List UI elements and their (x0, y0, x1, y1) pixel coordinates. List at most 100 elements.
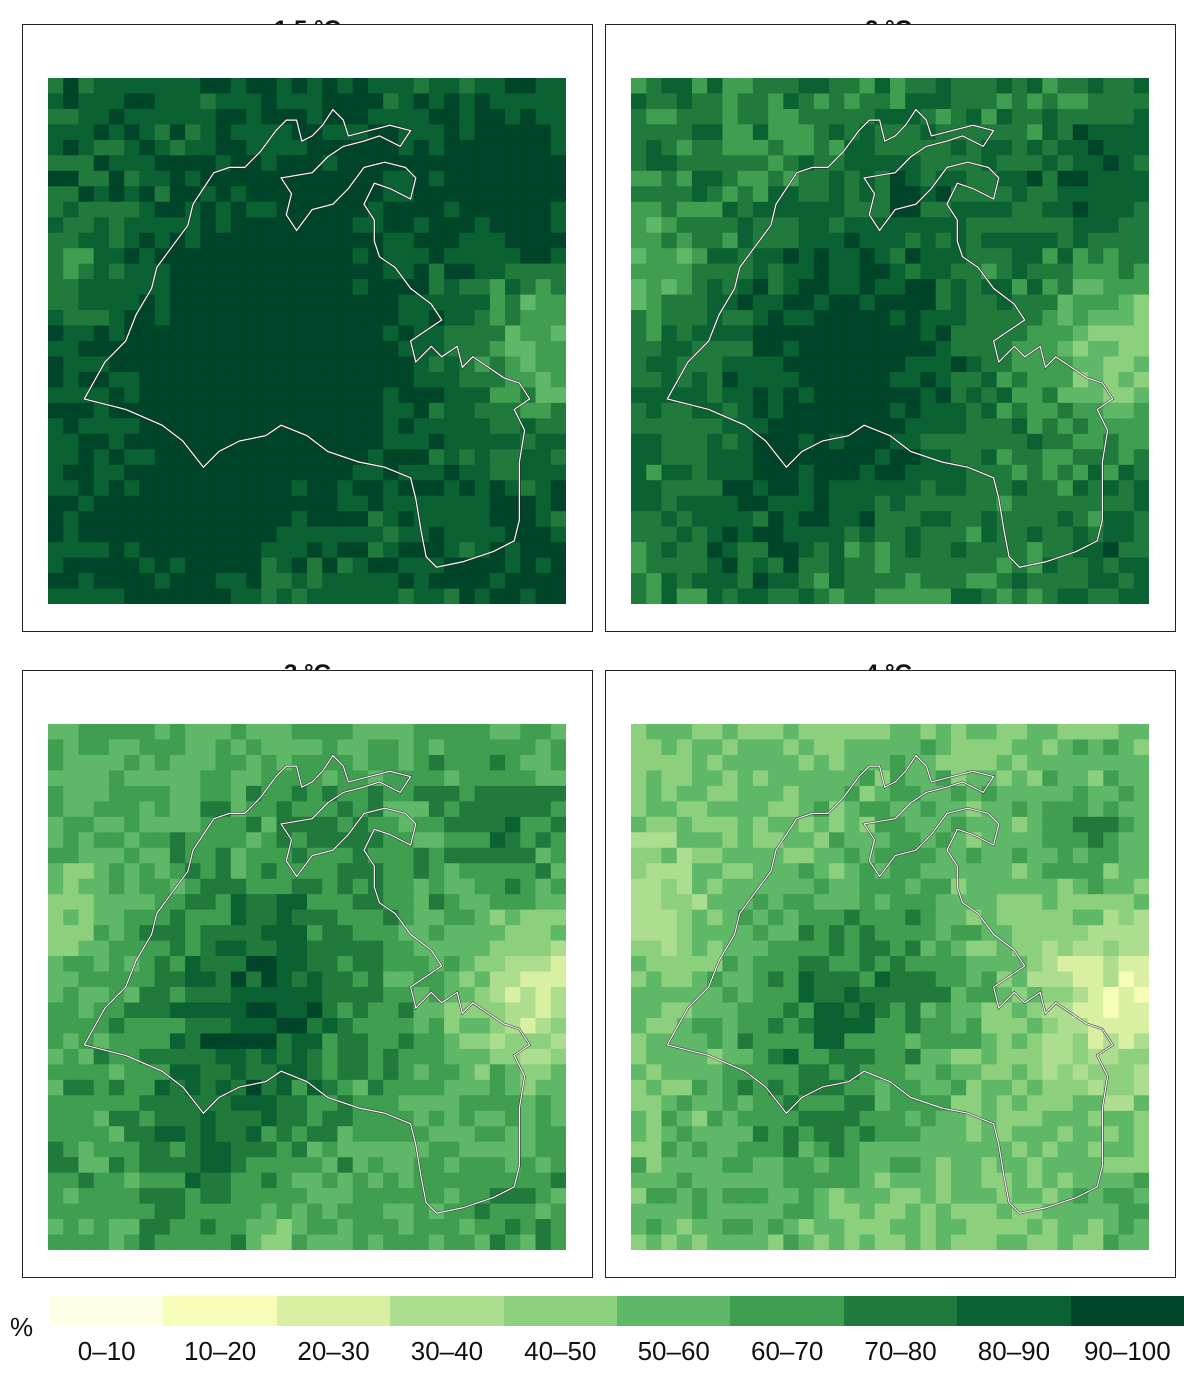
grid-cell (996, 925, 1013, 942)
grid-cell (631, 356, 647, 373)
grid-cell (691, 155, 708, 172)
grid-cell (550, 78, 566, 95)
grid-cell (722, 956, 739, 973)
grid-cell (459, 542, 476, 559)
grid-cell (78, 449, 95, 466)
grid-cell (707, 1110, 724, 1127)
grid-cell (920, 387, 937, 404)
grid-cell (661, 186, 678, 203)
grid-cell (920, 402, 937, 419)
grid-cell (291, 801, 308, 818)
grid-cell (154, 170, 171, 187)
grid-cell (844, 1234, 861, 1250)
grid-cell (752, 1203, 769, 1220)
grid-cell (154, 511, 171, 528)
grid-cell (383, 356, 400, 373)
grid-cell (935, 526, 952, 543)
grid-cell (276, 93, 293, 110)
grid-cell (1057, 816, 1074, 833)
grid-cell (859, 1110, 876, 1127)
grid-cell (996, 878, 1013, 895)
grid-cell (535, 1141, 552, 1158)
grid-cell (829, 356, 845, 373)
grid-cell (154, 263, 171, 280)
grid-cell (1118, 294, 1135, 311)
grid-cell (707, 201, 724, 218)
grid-cell (783, 495, 800, 512)
grid-cell (169, 387, 186, 404)
grid-cell (783, 93, 800, 110)
grid-cell (337, 248, 354, 265)
grid-cell (1072, 785, 1089, 802)
grid-cell (398, 263, 415, 280)
grid-cell (261, 480, 278, 497)
grid-cell (230, 1157, 247, 1174)
grid-cell (935, 588, 952, 604)
grid-cell (1088, 1141, 1104, 1158)
grid-cell (154, 1172, 171, 1189)
grid-cell (367, 847, 384, 864)
grid-cell (1103, 325, 1120, 342)
grid-cell (1103, 170, 1120, 187)
grid-cell (935, 294, 952, 311)
grid-cell (874, 356, 891, 373)
grid-cell (489, 217, 506, 234)
grid-cell (966, 371, 983, 389)
grid-cell (154, 754, 171, 772)
grid-cell (398, 418, 415, 435)
grid-cell (169, 894, 186, 911)
grid-cell (1027, 124, 1043, 141)
grid-cell (124, 542, 141, 559)
grid-cell (1072, 263, 1089, 280)
grid-cell (428, 449, 445, 466)
grid-cell (200, 186, 217, 203)
grid-cell (291, 93, 308, 110)
grid-cell (646, 542, 663, 559)
grid-cell (966, 294, 983, 311)
grid-cell (1088, 1188, 1104, 1205)
grid-cell (276, 495, 293, 512)
grid-cell (737, 801, 754, 818)
grid-cell (108, 93, 125, 110)
grid-cell (169, 1110, 186, 1127)
grid-cell (646, 863, 663, 880)
grid-cell (200, 1141, 217, 1158)
grid-cell (459, 155, 476, 172)
grid-cell (1133, 124, 1149, 141)
grid-cell (752, 1126, 769, 1143)
grid-cell (550, 1033, 566, 1050)
grid-cell (63, 754, 80, 772)
grid-cell (185, 724, 201, 741)
grid-cell (691, 1079, 708, 1096)
grid-cell (981, 294, 998, 311)
grid-cell (874, 956, 891, 973)
grid-cell (200, 1234, 217, 1250)
grid-cell (1118, 588, 1135, 604)
grid-cell (798, 433, 815, 450)
grid-cell (768, 971, 784, 988)
grid-cell (691, 449, 708, 466)
grid-cell (1027, 310, 1043, 327)
grid-cell (93, 433, 110, 450)
grid-cell (93, 170, 110, 187)
grid-cell (1103, 847, 1120, 864)
grid-cell (646, 356, 663, 373)
grid-cell (169, 1079, 186, 1096)
grid-cell (1072, 1126, 1089, 1143)
grid-cell (383, 495, 400, 512)
grid-cell (413, 847, 430, 864)
grid-cell (646, 449, 663, 466)
grid-cell (352, 232, 369, 249)
grid-cell (383, 279, 400, 296)
grid-cell (722, 925, 739, 942)
grid-cell (489, 925, 506, 942)
grid-cell (185, 495, 201, 512)
grid-cell (920, 987, 937, 1004)
grid-cell (691, 248, 708, 265)
grid-cell (108, 325, 125, 342)
grid-cell (261, 1095, 278, 1112)
grid-cell (890, 754, 906, 772)
grid-cell (1118, 925, 1135, 942)
grid-cell (829, 1234, 845, 1250)
grid-cell (905, 139, 922, 156)
